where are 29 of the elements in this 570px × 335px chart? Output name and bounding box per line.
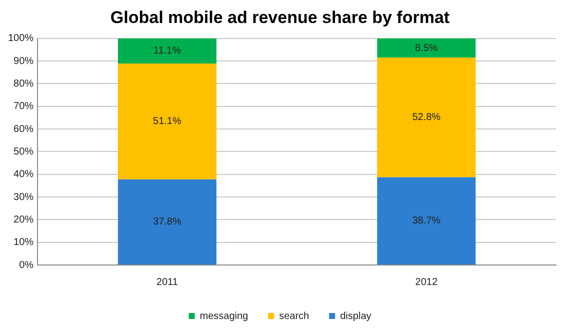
data-label: 38.7% [412, 216, 441, 227]
bar [118, 38, 216, 64]
y-tick-label: 30% [14, 192, 34, 203]
bar [118, 64, 216, 180]
x-tick-label: 2011 [156, 276, 178, 288]
y-tick-label: 0% [19, 260, 34, 271]
data-label: 51.1% [153, 116, 182, 128]
y-tick-label: 60% [14, 124, 34, 135]
bar [377, 58, 476, 178]
y-tick-label: 40% [14, 169, 34, 180]
bar [377, 177, 476, 264]
data-label: 11.1% [153, 46, 182, 57]
bar [118, 179, 216, 264]
data-label: 52.8% [412, 112, 441, 124]
legend-label: messaging [200, 310, 248, 322]
data-label: 37.8% [153, 216, 182, 228]
data-label: 8.5% [414, 42, 438, 54]
bar [377, 38, 476, 58]
chart-title: Global mobile ad revenue share by format [110, 8, 450, 27]
x-tick-label: 2012 [415, 276, 438, 288]
legend-label: search [279, 310, 310, 322]
y-tick-label: 50% [14, 146, 34, 158]
legend-label: display [340, 310, 372, 322]
y-tick-label: 90% [14, 56, 34, 67]
y-tick-label: 10% [14, 237, 34, 248]
y-tick-label: 100% [8, 33, 34, 44]
y-tick-label: 20% [14, 214, 34, 226]
y-tick-label: 80% [14, 78, 34, 90]
y-tick-label: 70% [14, 101, 34, 112]
